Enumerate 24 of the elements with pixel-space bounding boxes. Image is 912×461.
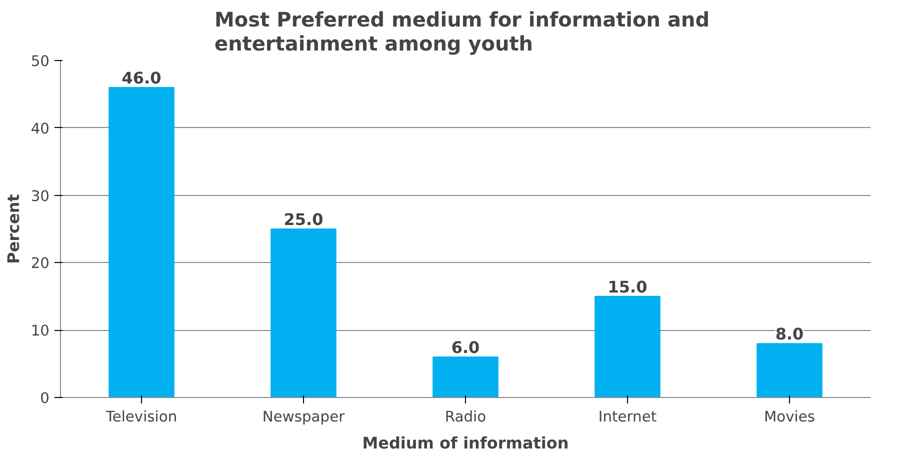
y-tick-label: 10 bbox=[30, 322, 50, 340]
y-tick-label: 40 bbox=[30, 120, 50, 138]
data-label: 15.0 bbox=[608, 277, 648, 296]
x-tick-label: Newspaper bbox=[262, 408, 346, 426]
chart-title: Most Preferred medium for information and entertainment among youth bbox=[214, 8, 710, 56]
x-tick-label: Television bbox=[104, 408, 178, 426]
y-tick-label: 30 bbox=[30, 188, 50, 205]
x-tick-label: Movies bbox=[764, 408, 816, 426]
data-label: 46.0 bbox=[122, 68, 162, 88]
data-label: 6.0 bbox=[451, 338, 480, 358]
bar bbox=[108, 86, 174, 398]
bar bbox=[432, 356, 498, 398]
x-axis-title: Medium of information bbox=[362, 434, 569, 452]
bar bbox=[270, 228, 336, 398]
bar bbox=[594, 296, 660, 398]
x-tick-label: Radio bbox=[444, 408, 486, 426]
y-tick-label: 20 bbox=[30, 255, 50, 272]
y-tick-label: 50 bbox=[30, 53, 50, 70]
data-label: 8.0 bbox=[775, 324, 804, 344]
y-axis-title: Percent bbox=[4, 194, 23, 264]
data-label: 25.0 bbox=[284, 210, 324, 229]
y-tick-label: 0 bbox=[40, 390, 50, 407]
bar bbox=[756, 343, 822, 398]
x-tick-label: Internet bbox=[598, 408, 657, 426]
